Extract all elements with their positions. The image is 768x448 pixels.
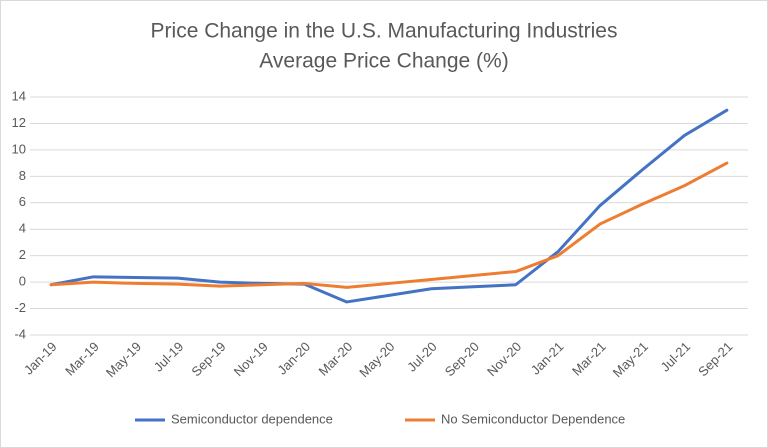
- series-line: [49, 108, 729, 304]
- y-tick-label: 10: [12, 141, 26, 156]
- y-tick-label: -2: [14, 300, 26, 315]
- series-line: [49, 161, 729, 289]
- y-tick-label: 14: [12, 88, 26, 103]
- y-tick-label: 12: [12, 115, 26, 130]
- y-tick-label: 0: [19, 274, 26, 289]
- y-tick-label: -4: [14, 326, 26, 341]
- y-tick-label: 2: [19, 247, 26, 262]
- chart-title: Price Change in the U.S. Manufacturing I…: [151, 20, 618, 43]
- y-tick-label: 4: [19, 221, 26, 236]
- chart-subtitle: Average Price Change (%): [259, 50, 508, 73]
- y-tick-label: 6: [19, 194, 26, 209]
- legend-label: Semiconductor dependence: [171, 411, 333, 426]
- legend-label: No Semiconductor Dependence: [441, 411, 625, 426]
- y-tick-label: 8: [19, 168, 26, 183]
